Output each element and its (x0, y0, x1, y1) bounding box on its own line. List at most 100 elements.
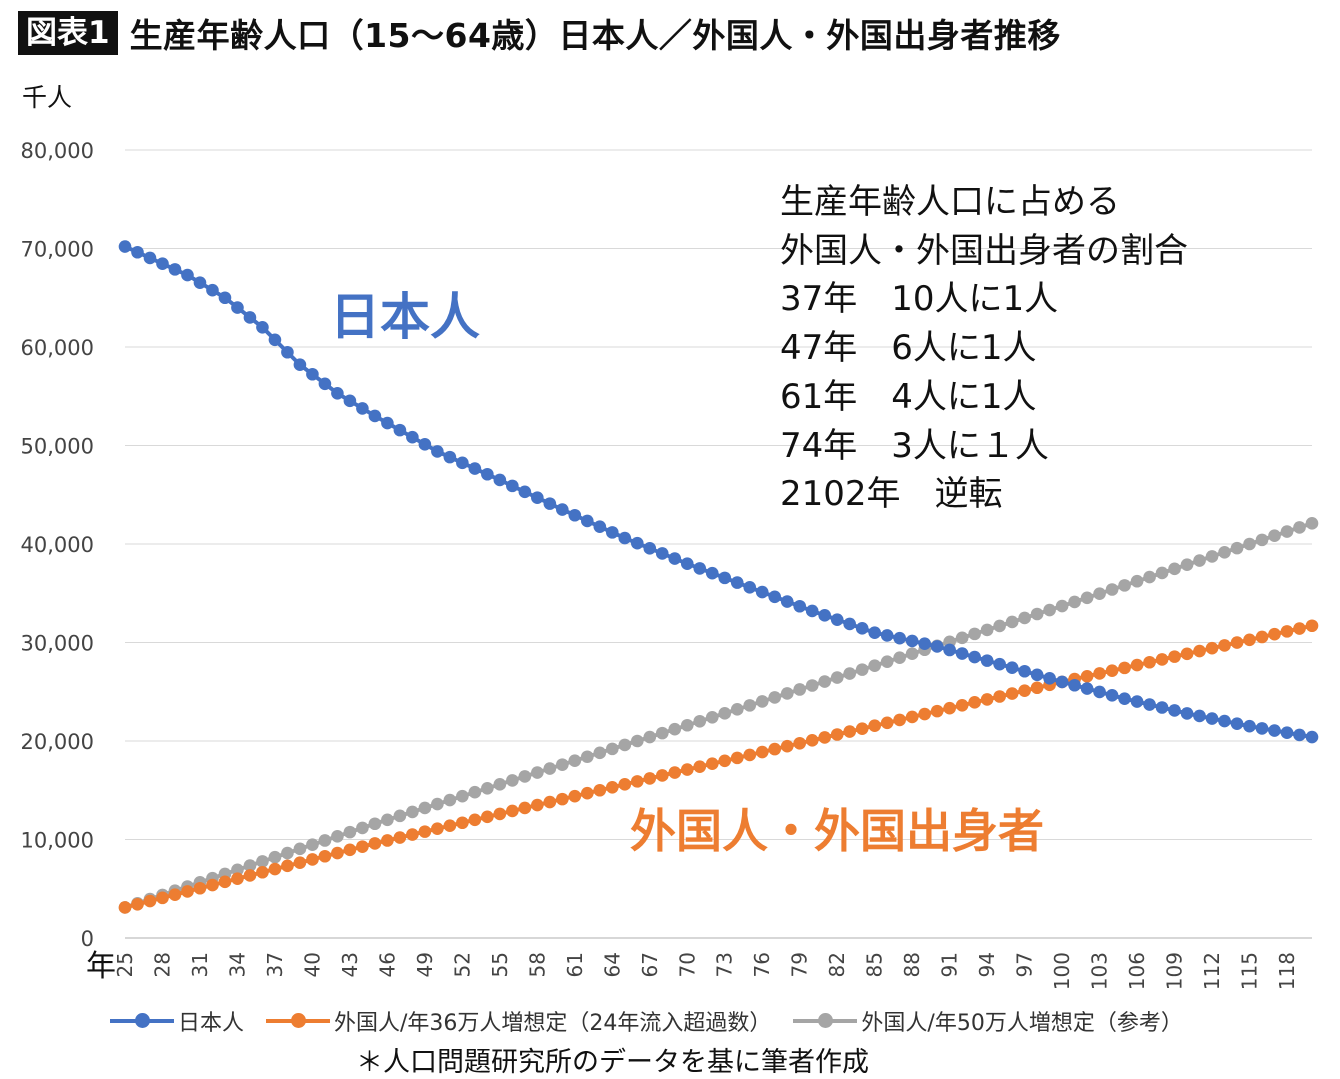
data-point (1218, 714, 1231, 728)
figure-header: 図表1 生産年齢人口（15〜64歳）日本人／外国人・外国出身者推移 (18, 10, 1061, 56)
data-point (680, 763, 694, 776)
data-point (855, 722, 869, 735)
data-point (668, 766, 682, 779)
data-point (930, 640, 944, 653)
data-point (1030, 668, 1044, 682)
data-point (1093, 685, 1106, 699)
data-point (581, 514, 594, 528)
data-point (905, 634, 919, 648)
data-point (1243, 633, 1256, 647)
data-point (393, 831, 407, 844)
data-point (518, 801, 532, 815)
data-point (343, 825, 357, 839)
data-point (1255, 533, 1269, 547)
data-point (256, 865, 269, 879)
data-point (1118, 579, 1131, 592)
data-point (581, 786, 594, 800)
data-point (1193, 709, 1206, 723)
data-point (1193, 554, 1206, 567)
legend-label: 外国人/年36万人増想定（24年流入超過数） (334, 1011, 772, 1036)
data-point (531, 491, 544, 505)
note-line: 74年 3人に１人 (780, 425, 1049, 466)
data-point (1305, 730, 1319, 744)
data-point (1080, 591, 1094, 605)
data-point (743, 581, 757, 594)
legend-swatch (266, 1013, 331, 1028)
data-point (1005, 661, 1019, 675)
y-unit-label: 千人 (22, 83, 72, 112)
data-point (218, 291, 232, 305)
data-point (531, 798, 544, 812)
legend-swatch (110, 1013, 174, 1028)
data-point (1055, 675, 1069, 689)
x-tick-label: 61 (563, 952, 587, 977)
data-point (643, 542, 657, 555)
data-point (805, 604, 819, 618)
data-point (1180, 558, 1194, 571)
data-point (181, 268, 194, 282)
data-point (456, 789, 469, 803)
data-point (343, 394, 357, 408)
data-point (1080, 669, 1094, 683)
x-tick-label: 31 (188, 952, 212, 977)
data-point (481, 810, 494, 824)
data-point (880, 716, 894, 730)
data-point (368, 837, 382, 850)
data-point (818, 731, 832, 744)
data-point (1093, 667, 1106, 680)
data-point (418, 801, 432, 815)
data-point (518, 485, 532, 499)
data-point (1143, 698, 1156, 711)
x-tick-label: 112 (1200, 952, 1224, 990)
data-point (893, 651, 906, 665)
data-point (468, 813, 482, 827)
data-point (768, 742, 782, 756)
data-point (918, 637, 931, 650)
x-tick-label: 106 (1125, 952, 1149, 990)
x-tick-label: 73 (713, 952, 737, 977)
data-point (493, 807, 507, 821)
x-tick-label: 40 (300, 952, 324, 977)
data-point (605, 526, 619, 539)
data-point (493, 473, 507, 487)
data-point (356, 402, 369, 415)
data-point (955, 647, 969, 660)
data-point (1280, 625, 1294, 638)
data-point (655, 769, 669, 782)
x-tick-label: 97 (1013, 952, 1037, 977)
x-tick-label: 28 (150, 952, 174, 977)
data-point (1168, 562, 1181, 576)
data-point (318, 849, 332, 863)
data-point (568, 754, 582, 767)
data-point (1005, 687, 1019, 700)
data-point (506, 804, 519, 818)
y-axis-ticks: 0 10,000 20,000 30,000 40,000 50,000 60,000 70,… (21, 139, 94, 951)
data-point (518, 770, 532, 783)
x-axis-ticks: 25 28 31 34 37 40 43 46 49 52 55 58 61 64 67 70 73 76 79 82… (113, 952, 1299, 990)
y-tick-label: 70,000 (21, 238, 94, 262)
y-tick-label: 20,000 (21, 730, 94, 754)
data-point (1105, 583, 1119, 596)
data-point (206, 283, 219, 297)
data-point (143, 251, 157, 265)
data-point (868, 719, 881, 733)
data-point (1218, 639, 1231, 652)
data-point (905, 710, 919, 724)
data-point (281, 345, 294, 359)
y-tick-label: 50,000 (21, 435, 94, 459)
data-point (443, 450, 457, 464)
data-point (506, 774, 519, 787)
data-point (755, 745, 769, 759)
data-point (1118, 692, 1131, 705)
x-tick-label: 64 (600, 952, 624, 977)
data-point (331, 829, 344, 843)
data-point (868, 626, 881, 639)
note-line: 2102年 逆転 (780, 474, 1003, 515)
data-point (693, 714, 707, 728)
data-point (880, 655, 894, 668)
data-point (556, 758, 569, 771)
data-point (381, 813, 394, 827)
data-point (1293, 728, 1306, 742)
data-point (418, 438, 432, 451)
data-point (231, 301, 244, 314)
